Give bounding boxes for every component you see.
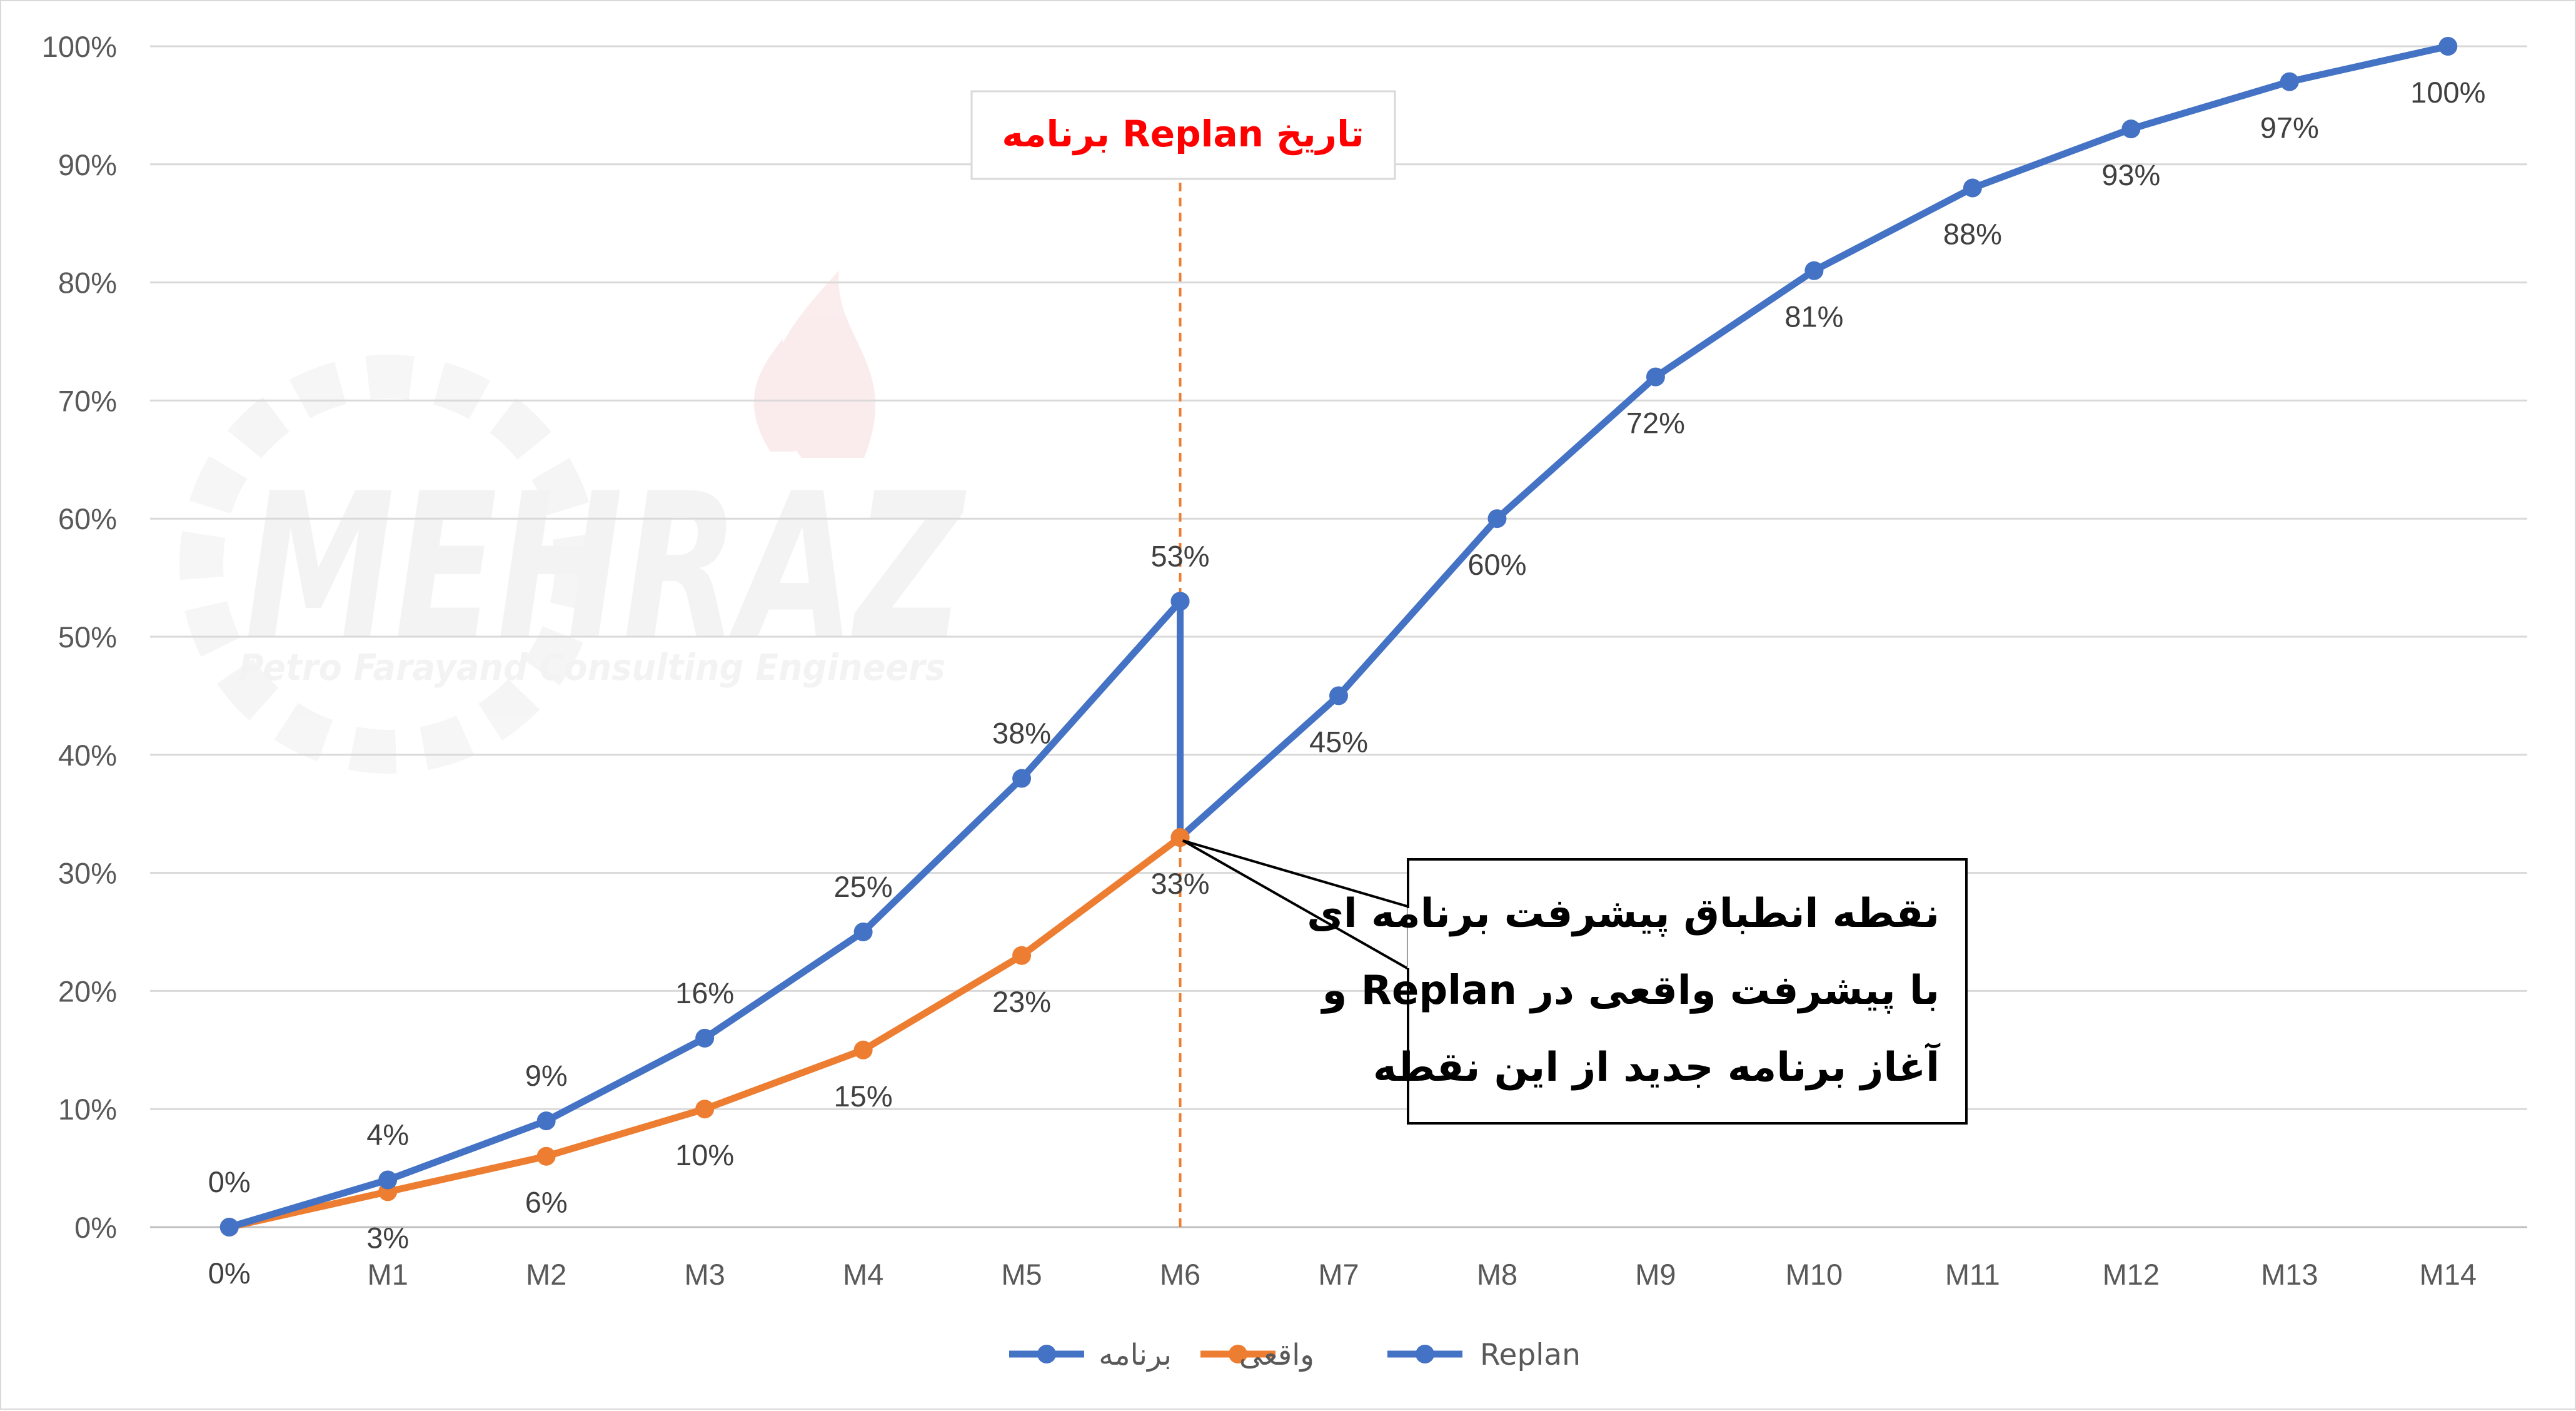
y-axis-ticks: 0% 10% 20% 30% 40% 50% 60% 70% 80% 90% 100% xyxy=(42,30,117,1244)
y-tick-label: 10% xyxy=(58,1093,117,1126)
callout-box xyxy=(1407,858,1968,1125)
y-tick-label: 20% xyxy=(58,974,117,1008)
callout-line-3: آغاز برنامه جدید از این نقطه xyxy=(1373,1042,1941,1091)
legend-label: Replan xyxy=(1480,1338,1581,1372)
data-label: 97% xyxy=(2260,111,2319,144)
callout-line-1: نقطه انطباق پیشرفت برنامه ای xyxy=(1307,891,1940,937)
x-tick-label: M7 xyxy=(1318,1258,1359,1291)
data-label: 33% xyxy=(1150,867,1209,900)
y-tick-label: 30% xyxy=(58,857,117,890)
data-label: 4% xyxy=(366,1118,409,1151)
data-label: 81% xyxy=(1784,300,1843,333)
x-tick-label: M10 xyxy=(1786,1258,1843,1291)
data-label: 0% xyxy=(208,1165,251,1198)
y-tick-label: 50% xyxy=(58,620,117,654)
x-tick-label: M11 xyxy=(1945,1258,2000,1291)
data-point xyxy=(2438,37,2458,56)
data-point xyxy=(853,1040,873,1060)
y-tick-label: 0% xyxy=(74,1211,117,1244)
legend: Replan واقعی برنامه xyxy=(1009,1338,1581,1372)
x-tick-label: M6 xyxy=(1160,1258,1200,1291)
data-label: 72% xyxy=(1626,407,1685,440)
data-point xyxy=(2280,72,2299,91)
gridlines xyxy=(150,45,2527,1228)
y-tick-label: 70% xyxy=(58,384,117,417)
data-label: 38% xyxy=(992,717,1051,750)
data-label: 6% xyxy=(525,1186,568,1219)
data-label: 9% xyxy=(525,1059,568,1092)
watermark-tagline: Petro Farayand Consulting Engineers xyxy=(239,646,945,689)
x-tick-label: M9 xyxy=(1635,1258,1676,1291)
data-label: 0% xyxy=(208,1257,251,1290)
data-point xyxy=(1963,178,1982,198)
x-tick-label: M1 xyxy=(368,1258,408,1291)
data-point xyxy=(219,1218,239,1237)
data-labels-layer: 0% 4% 9% 16% 25% 38% 53% 0% 3% 6% 10% 15% 23% 33% 45% 6… xyxy=(208,76,2486,1290)
x-tick-label: M12 xyxy=(2103,1258,2160,1291)
series-layer xyxy=(219,37,2458,1237)
x-tick-label: M2 xyxy=(526,1258,566,1291)
data-point xyxy=(378,1170,398,1190)
replan-date-box: تاریخ Replan برنامه xyxy=(970,90,1396,180)
x-tick-label: M13 xyxy=(2261,1258,2318,1291)
data-point xyxy=(1012,769,1032,788)
x-tick-label: M4 xyxy=(843,1258,883,1291)
data-point xyxy=(853,923,873,941)
data-point xyxy=(1012,946,1032,965)
data-label: 45% xyxy=(1309,725,1368,758)
callout-line-2: با پیشرفت واقعی در Replan و xyxy=(1321,968,1940,1014)
data-label: 25% xyxy=(834,870,893,903)
data-point xyxy=(1170,592,1190,611)
x-tick-label: M8 xyxy=(1477,1258,1517,1291)
data-label: 23% xyxy=(992,985,1051,1018)
x-tick-label: M5 xyxy=(1001,1258,1042,1291)
watermark-logo-text: MEHRAZ xyxy=(245,451,968,684)
data-point xyxy=(1804,261,1824,280)
series-line xyxy=(1177,43,2452,841)
y-tick-label: 40% xyxy=(58,739,117,772)
x-tick-label: M3 xyxy=(684,1258,725,1291)
data-label: 3% xyxy=(366,1221,409,1254)
data-label: 88% xyxy=(1943,218,2002,251)
y-tick-label: 80% xyxy=(58,266,117,300)
y-tick-label: 90% xyxy=(58,148,117,181)
data-point xyxy=(695,1028,715,1048)
data-label: 10% xyxy=(675,1138,734,1171)
legend-label: واقعی xyxy=(1239,1338,1314,1372)
data-point xyxy=(1646,367,1665,387)
data-point xyxy=(1487,509,1507,528)
data-point xyxy=(536,1111,556,1131)
data-label: 60% xyxy=(1467,548,1526,581)
data-point xyxy=(2121,119,2141,139)
x-axis-ticks: M1 M2 M3 M4 M5 M6 M7 M8 M9 M10 M11 M12 M13 M14 xyxy=(368,1258,2477,1291)
watermark-logo: MEHRAZ Petro Farayand Consulting Enginee… xyxy=(179,270,968,774)
callout: نقطه انطباق پیشرفت برنامه ای با پیشرفت و… xyxy=(1182,839,1968,1125)
data-label: 93% xyxy=(2101,158,2160,191)
legend-swatch-marker xyxy=(1037,1345,1056,1363)
data-label: 15% xyxy=(834,1080,893,1113)
data-point xyxy=(536,1146,556,1166)
data-point xyxy=(695,1100,715,1119)
y-tick-label: 60% xyxy=(58,502,117,535)
legend-swatch-marker xyxy=(1416,1345,1434,1363)
data-label: 53% xyxy=(1150,539,1209,572)
legend-swatch-marker xyxy=(1229,1345,1247,1363)
legend-label: برنامه xyxy=(1099,1338,1172,1372)
data-point xyxy=(1329,686,1348,706)
replan-date-label: تاریخ Replan برنامه xyxy=(1002,113,1364,156)
data-label: 16% xyxy=(675,976,734,1009)
x-tick-label: M14 xyxy=(2420,1258,2477,1291)
data-label: 100% xyxy=(2410,76,2485,109)
y-tick-label: 100% xyxy=(42,30,117,63)
